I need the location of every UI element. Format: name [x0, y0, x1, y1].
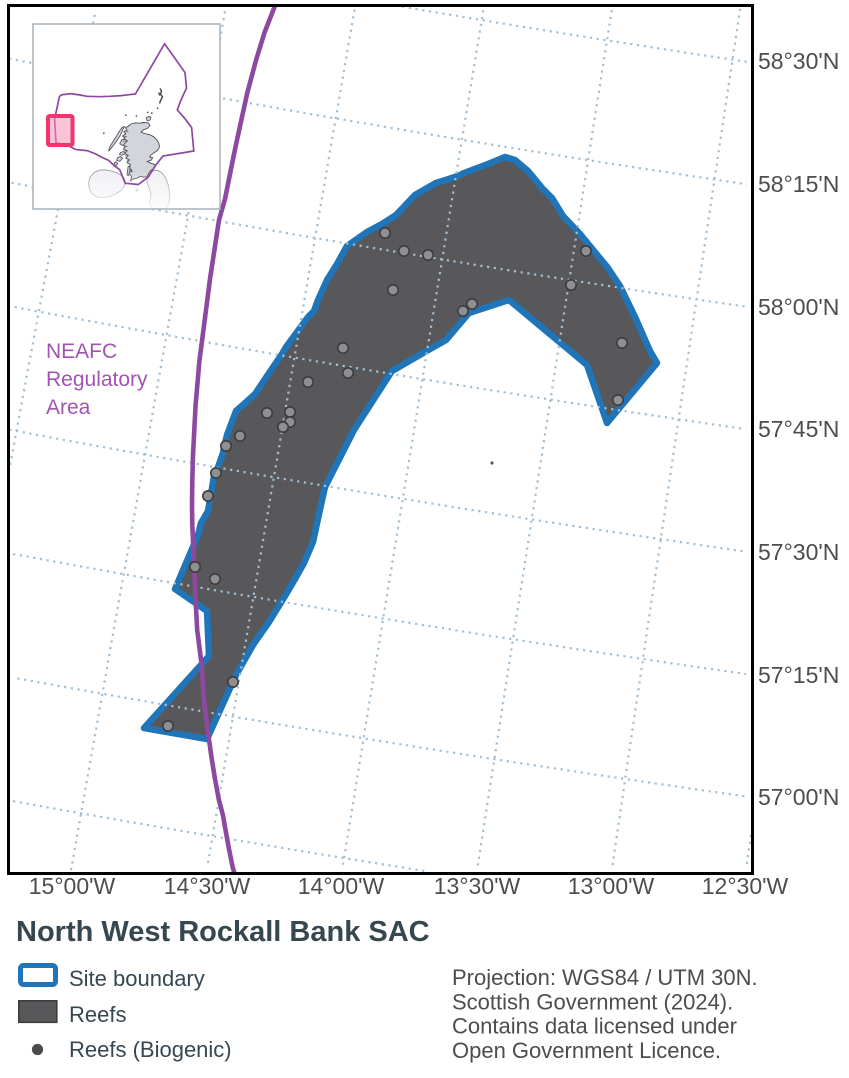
- svg-text:Reefs: Reefs: [69, 1002, 126, 1027]
- svg-text:Contains data licensed under: Contains data licensed under: [452, 1014, 737, 1039]
- svg-text:Open Government Licence.: Open Government Licence.: [452, 1038, 721, 1063]
- svg-text:Site boundary: Site boundary: [69, 966, 205, 991]
- svg-text:58°15'N: 58°15'N: [758, 171, 839, 197]
- svg-text:13°00'W: 13°00'W: [568, 873, 655, 899]
- svg-text:12°30'W: 12°30'W: [702, 873, 789, 899]
- svg-text:14°30'W: 14°30'W: [164, 873, 251, 899]
- svg-text:Regulatory: Regulatory: [46, 368, 148, 391]
- svg-text:58°30'N: 58°30'N: [758, 48, 839, 74]
- svg-text:Reefs (Biogenic): Reefs (Biogenic): [69, 1037, 232, 1062]
- svg-text:57°45'N: 57°45'N: [758, 416, 839, 442]
- svg-text:57°30'N: 57°30'N: [758, 539, 839, 565]
- svg-text:58°00'N: 58°00'N: [758, 294, 839, 320]
- svg-text:NEAFC: NEAFC: [46, 340, 117, 363]
- svg-text:15°00'W: 15°00'W: [29, 873, 116, 899]
- svg-text:Projection: WGS84 / UTM 30N.: Projection: WGS84 / UTM 30N.: [452, 965, 758, 990]
- svg-text:North West Rockall Bank SAC: North West Rockall Bank SAC: [16, 916, 430, 948]
- svg-text:14°00'W: 14°00'W: [298, 873, 385, 899]
- svg-text:Area: Area: [46, 396, 91, 419]
- svg-text:57°15'N: 57°15'N: [758, 662, 839, 688]
- svg-text:57°00'N: 57°00'N: [758, 784, 839, 810]
- svg-text:13°30'W: 13°30'W: [434, 873, 521, 899]
- svg-text:Scottish Government (2024).: Scottish Government (2024).: [452, 990, 733, 1015]
